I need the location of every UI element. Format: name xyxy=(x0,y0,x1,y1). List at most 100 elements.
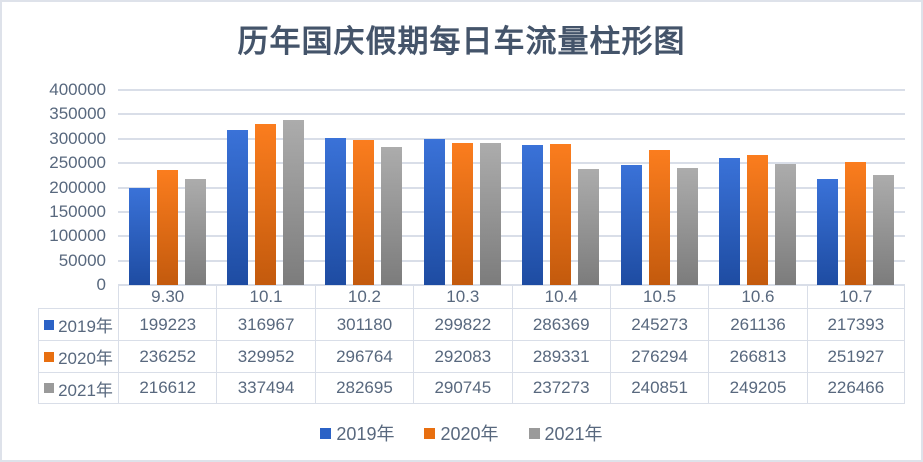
table-value-cell: 216612 xyxy=(118,372,217,404)
bar-2019年 xyxy=(227,130,249,285)
x-category-label: 10.4 xyxy=(511,285,610,308)
y-tick-label: 0 xyxy=(96,275,106,294)
table-corner-blank xyxy=(38,285,118,308)
bar-group xyxy=(118,90,216,285)
series-name: 2021年 xyxy=(58,380,113,400)
bar-2020年 xyxy=(353,140,375,285)
gridline xyxy=(118,235,905,238)
bar-group xyxy=(708,90,806,285)
legend-key-square xyxy=(44,319,55,330)
table-value-cell: 217393 xyxy=(806,308,905,340)
y-tick-label: 200000 xyxy=(49,177,106,197)
chart-title: 历年国庆假期每日车流量柱形图 xyxy=(237,24,686,59)
series-name: 2019年 xyxy=(58,317,113,336)
bar-2020年 xyxy=(156,170,178,285)
bar-group xyxy=(413,90,511,285)
table-value-cell: 329952 xyxy=(216,340,315,372)
table-value-cell: 237273 xyxy=(511,372,610,404)
bar-group xyxy=(216,90,314,285)
bar-group xyxy=(315,90,413,285)
bar-2021年 xyxy=(774,164,796,285)
y-tick-label: 150000 xyxy=(49,201,106,221)
table-value-cell: 289331 xyxy=(511,340,610,372)
table-value-cell: 282695 xyxy=(314,372,414,404)
gridline xyxy=(118,210,905,213)
legend-label: 2021年 xyxy=(544,424,603,444)
legend-item-2019年: 2019年 xyxy=(320,420,394,446)
x-category-label: 9.30 xyxy=(118,285,217,308)
table-value-cell: 251927 xyxy=(806,340,905,372)
bar-2021年 xyxy=(381,147,403,285)
bar-2020年 xyxy=(845,162,867,285)
bar-2019年 xyxy=(423,139,445,285)
table-value-cell: 286369 xyxy=(511,308,610,340)
legend: 2019年 2020年 2021年 xyxy=(2,422,921,444)
legend-item-2020年: 2020年 xyxy=(424,420,499,446)
bar-2020年 xyxy=(550,144,572,285)
legend-key-square xyxy=(44,351,55,362)
table-value-cell: 316967 xyxy=(216,308,315,340)
bar-2021年 xyxy=(873,175,895,285)
x-category-label: 10.1 xyxy=(216,285,315,308)
table-value-cell: 240851 xyxy=(609,372,709,404)
bar-2021年 xyxy=(578,169,600,285)
bar-2019年 xyxy=(817,179,839,285)
data-table: 9.30 10.1 10.2 10.3 10.4 10.5 10.6 10.7 2019年 199… xyxy=(38,285,905,404)
y-tick-label: 100000 xyxy=(49,226,106,246)
bar-2019年 xyxy=(325,138,347,285)
table-value-cell: 261136 xyxy=(708,308,807,340)
bar-groups xyxy=(118,90,905,285)
series-name: 2020年 xyxy=(58,349,113,368)
table-value-cell: 226466 xyxy=(806,372,905,404)
bar-2019年 xyxy=(128,188,150,285)
y-tick-label: 50000 xyxy=(58,250,106,270)
legend-item-2021年: 2021年 xyxy=(528,420,603,446)
gridline xyxy=(118,113,905,116)
table-value-cell: 299822 xyxy=(413,308,512,340)
y-tick-label: 300000 xyxy=(49,128,106,148)
table-value-cell: 199223 xyxy=(118,308,217,340)
gridline xyxy=(118,89,905,91)
bar-2021年 xyxy=(676,168,698,285)
table-value-cell: 249205 xyxy=(708,372,807,404)
bar-2020年 xyxy=(648,150,670,285)
table-value-cell: 276294 xyxy=(609,340,709,372)
table-value-cell: 337494 xyxy=(216,372,315,404)
table-value-cell: 296764 xyxy=(314,340,414,372)
bar-2021年 xyxy=(184,179,206,285)
bar-2019年 xyxy=(620,165,642,285)
bar-group xyxy=(610,90,708,285)
y-tick-label: 350000 xyxy=(49,104,106,124)
table-value-cell: 236252 xyxy=(118,340,217,372)
bar-2021年 xyxy=(283,120,305,285)
bar-2019年 xyxy=(718,158,740,285)
bar-group xyxy=(512,90,610,285)
table-value-cell: 266813 xyxy=(708,340,807,372)
series-row-label: 2021年 xyxy=(38,372,118,404)
x-category-label: 10.5 xyxy=(609,285,709,308)
x-category-label: 10.3 xyxy=(413,285,512,308)
legend-key-square xyxy=(320,427,332,439)
bar-2019年 xyxy=(522,145,544,285)
table-value-cell: 301180 xyxy=(314,308,414,340)
legend-key-square xyxy=(424,427,436,439)
series-row-label: 2019年 xyxy=(38,308,118,340)
bar-2020年 xyxy=(746,155,768,285)
table-value-cell: 245273 xyxy=(609,308,709,340)
gridline xyxy=(118,259,905,262)
x-category-label: 10.2 xyxy=(314,285,414,308)
bar-2020年 xyxy=(451,143,473,285)
x-category-label: 10.6 xyxy=(708,285,807,308)
x-category-label: 10.7 xyxy=(806,285,905,308)
series-row-label: 2020年 xyxy=(38,340,118,372)
gridline xyxy=(118,137,905,140)
legend-key-square xyxy=(44,383,55,393)
gridline xyxy=(118,186,905,189)
legend-label: 2020年 xyxy=(440,424,499,444)
plot-area xyxy=(118,89,905,286)
table-value-cell: 290745 xyxy=(413,372,512,404)
table-value-cell: 292083 xyxy=(413,340,512,372)
y-tick-label: 250000 xyxy=(49,153,106,173)
bar-2021年 xyxy=(479,143,501,285)
